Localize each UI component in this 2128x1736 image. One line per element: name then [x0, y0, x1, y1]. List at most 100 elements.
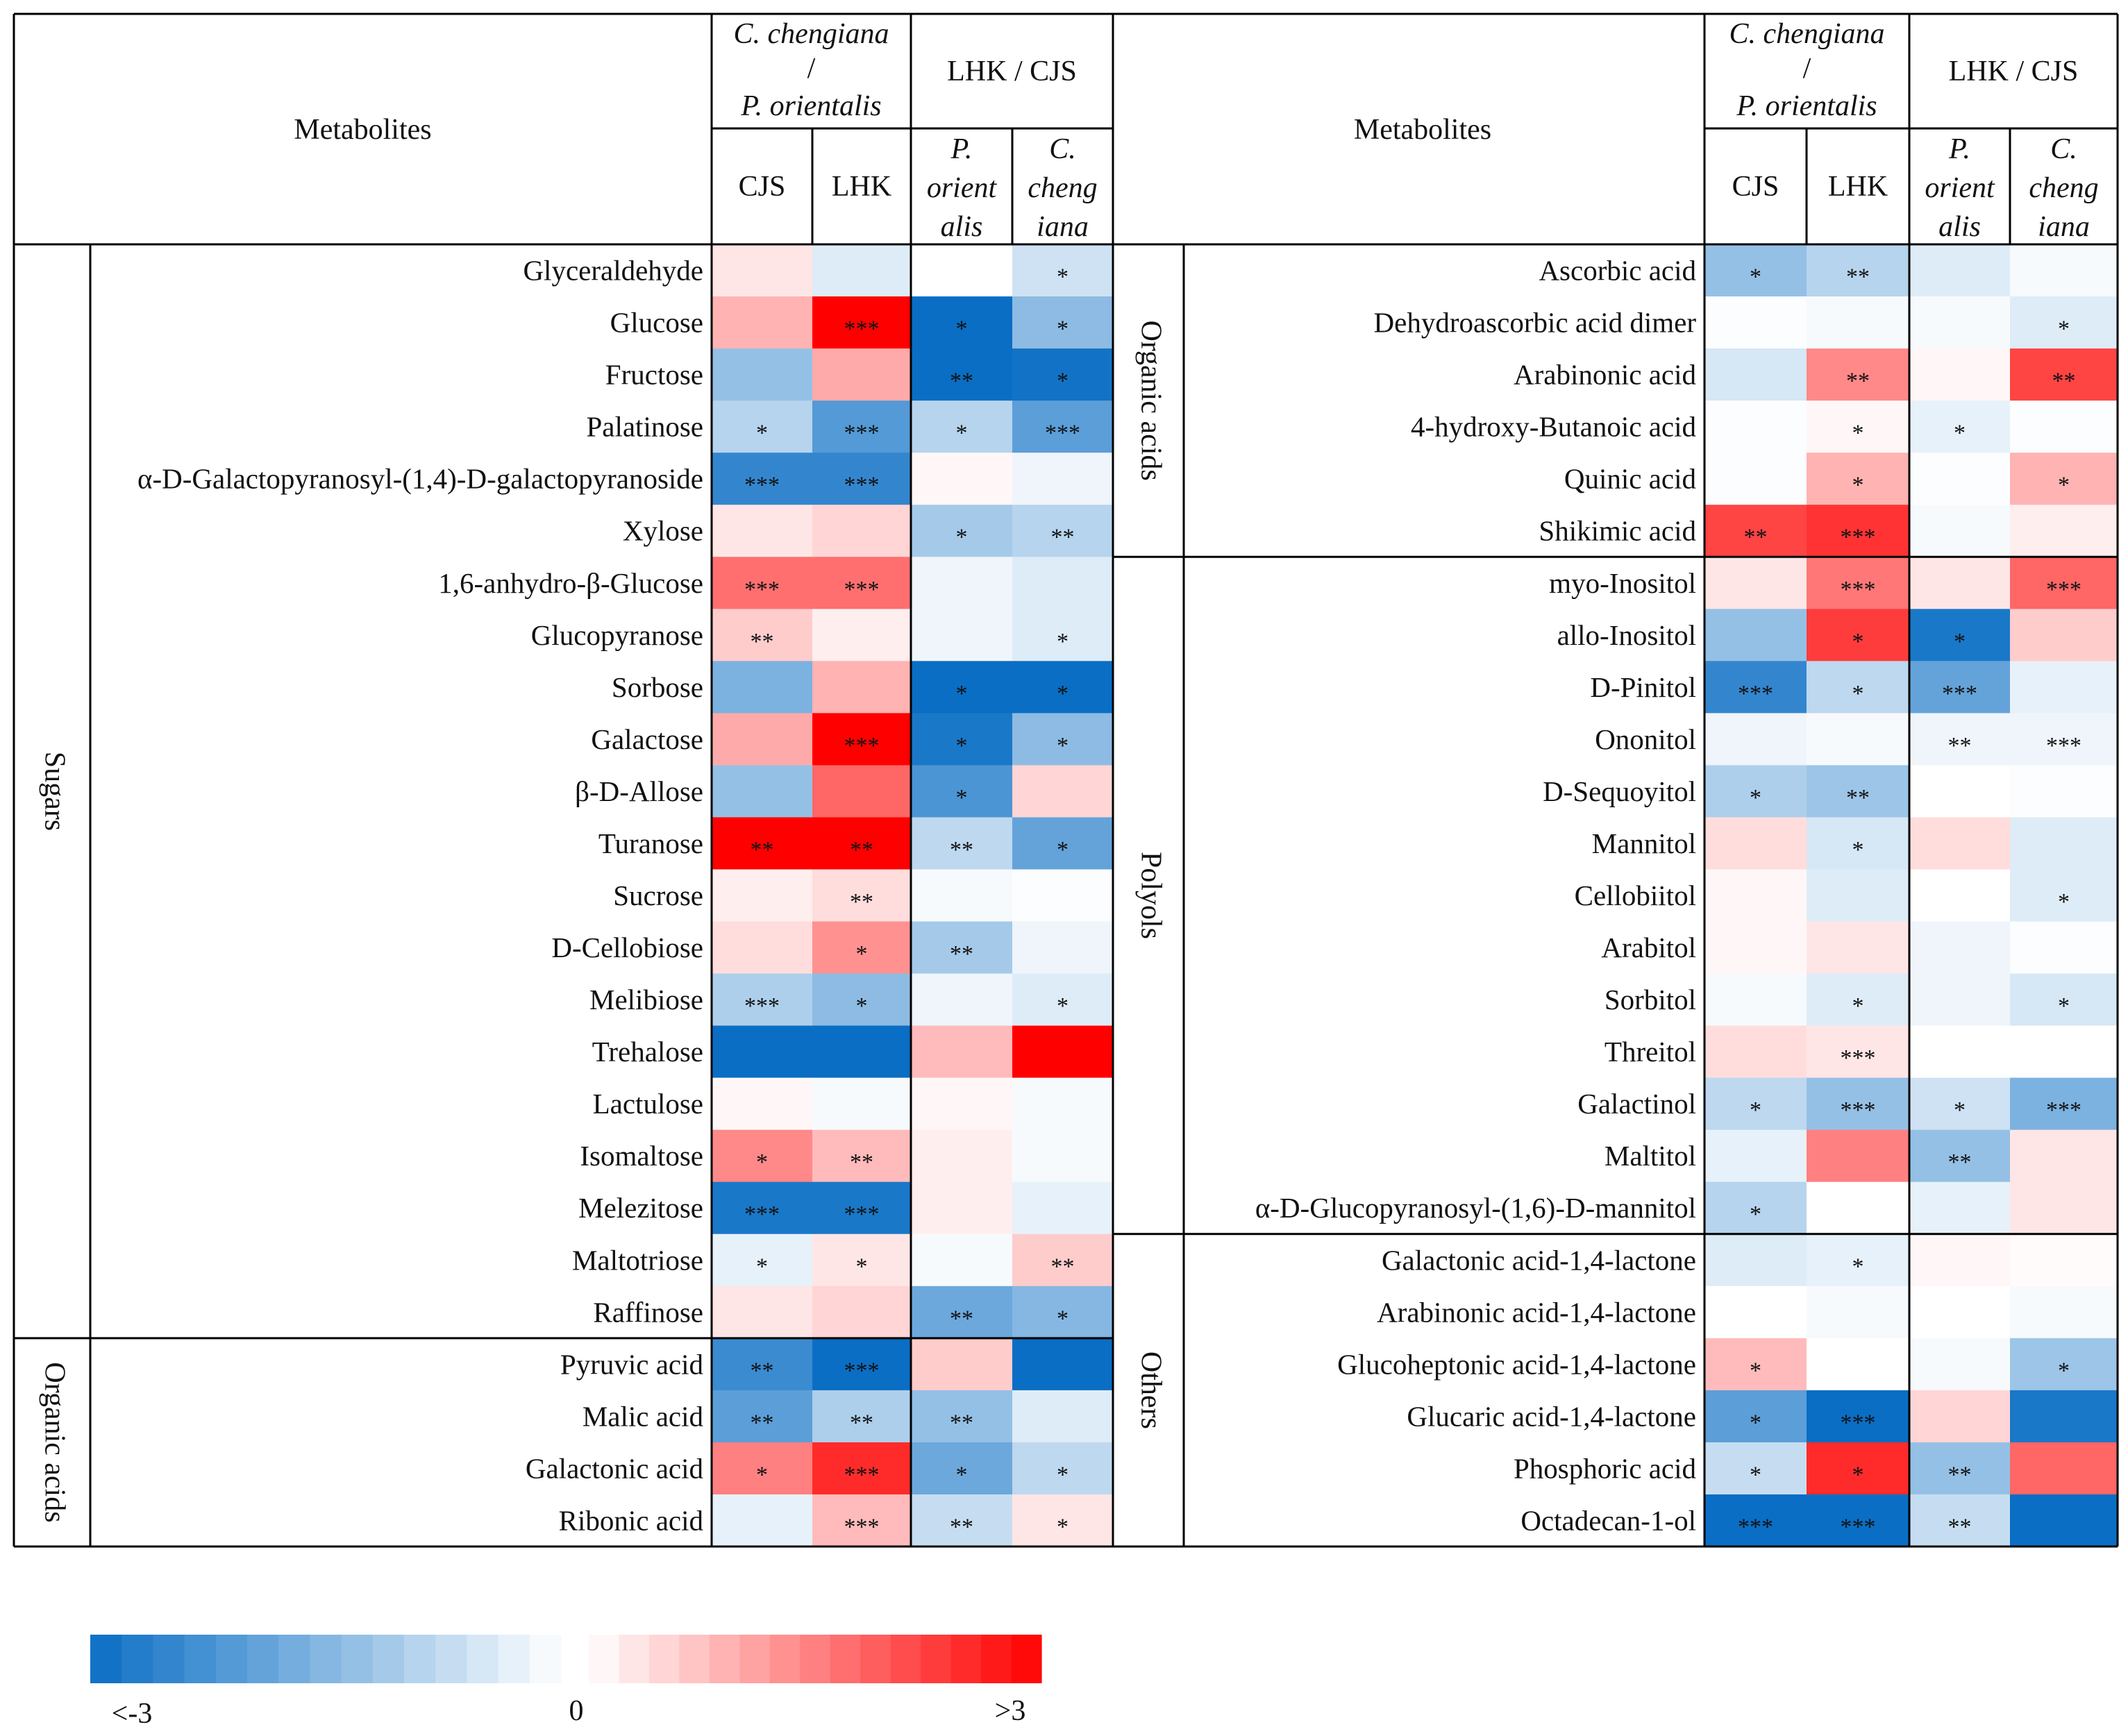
heat-cell [2010, 713, 2118, 766]
column-header-cc-line-1-right: C. [2050, 133, 2077, 165]
significance-mark: *** [844, 1202, 880, 1227]
significance-mark: * [956, 681, 968, 707]
significance-mark: * [1852, 421, 1864, 446]
heat-cell [1012, 713, 1113, 766]
heat-cell [2010, 921, 2118, 975]
metabolite-label: Quinic acid [1564, 463, 1696, 495]
legend-swatch-blue [215, 1635, 248, 1683]
heat-cell [1012, 817, 1113, 870]
legend-swatch-red [860, 1635, 891, 1683]
heat-cell [812, 505, 911, 557]
significance-mark: ** [1846, 369, 1870, 394]
significance-mark: ** [1948, 1514, 1972, 1540]
significance-mark: *** [844, 421, 880, 446]
heat-cell [1704, 453, 1807, 505]
heat-cell [1807, 973, 1909, 1027]
heat-cell [1012, 401, 1113, 453]
heat-cell [1909, 973, 2010, 1027]
metabolite-label: Palatinose [586, 411, 703, 443]
significance-mark: ** [1846, 785, 1870, 811]
heat-cell [812, 453, 911, 505]
heat-cell [911, 1233, 1012, 1287]
significance-mark: * [1057, 681, 1069, 707]
significance-mark: ** [1846, 264, 1870, 290]
metabolite-label: Malic acid [583, 1400, 703, 1432]
heat-cell [1704, 244, 1807, 297]
significance-mark: * [1750, 1462, 1761, 1488]
significance-mark: *** [1738, 681, 1773, 707]
heat-cell [911, 1494, 1012, 1547]
heat-cell [1704, 609, 1807, 661]
heat-cell [712, 453, 812, 505]
heat-cell [1012, 1338, 1113, 1391]
heat-cell [712, 1286, 812, 1339]
heat-cell [1807, 1181, 1909, 1235]
significance-mark: * [1057, 837, 1069, 863]
legend-swatch-red [769, 1635, 801, 1683]
heat-cell [1704, 505, 1807, 557]
significance-mark: ** [950, 1514, 973, 1540]
metabolite-label: Galactose [591, 723, 703, 755]
color-legend: <-3 0 >3 [90, 1635, 1042, 1730]
significance-mark: *** [744, 473, 780, 498]
heat-cell [911, 921, 1012, 975]
significance-mark: * [1954, 629, 1966, 655]
heat-cell [1012, 244, 1113, 297]
metabolite-label: Pyruvic acid [560, 1348, 703, 1380]
legend-swatch-blue [404, 1635, 436, 1683]
significance-mark: * [956, 317, 968, 342]
column-header-po-line-1-left: P. [950, 133, 973, 165]
significance-mark: * [1954, 1097, 1966, 1123]
heat-cell [712, 921, 812, 975]
significance-mark: *** [744, 1202, 780, 1227]
significance-mark: * [1057, 629, 1069, 655]
heat-cell [1704, 1025, 1807, 1079]
significance-mark: * [2058, 889, 2070, 915]
metabolite-label: Phosphoric acid [1514, 1452, 1696, 1484]
significance-mark: * [1057, 1462, 1069, 1488]
column-header-po-line-3-left: alis [941, 211, 983, 243]
significance-mark: ** [1948, 733, 1972, 759]
group1-title-slash-left: / [807, 53, 816, 85]
significance-mark: * [1057, 1514, 1069, 1540]
heat-cell [2010, 1286, 2118, 1339]
heat-cell [1012, 1233, 1113, 1287]
significance-mark: ** [850, 889, 873, 915]
heat-cell [1012, 1442, 1113, 1495]
heat-cell [1704, 1129, 1807, 1183]
category-label: Others [1134, 1351, 1166, 1429]
column-header-cjs-left: CJS [739, 171, 786, 203]
heat-cell [712, 973, 812, 1027]
heat-cell [712, 713, 812, 766]
significance-mark: *** [1045, 421, 1080, 446]
heat-cell [712, 1129, 812, 1183]
heat-cell [712, 505, 812, 557]
significance-mark: * [2058, 317, 2070, 342]
significance-mark: * [1057, 369, 1069, 394]
heat-cell [812, 1442, 911, 1495]
significance-mark: *** [2046, 1097, 2081, 1123]
metabolites-header-left: Metabolites [294, 114, 431, 146]
heat-cell [712, 1442, 812, 1495]
heat-cell [1012, 973, 1113, 1027]
significance-mark: ** [1948, 1462, 1972, 1488]
heat-cell [911, 296, 1012, 349]
heat-cell [1909, 609, 2010, 661]
heat-cell [812, 1129, 911, 1183]
heat-cell [1909, 296, 2010, 349]
heat-cell [1012, 1077, 1113, 1131]
metabolite-label: Glucopyranose [531, 619, 703, 651]
heat-cell [1704, 817, 1807, 870]
legend-swatch-blue [435, 1635, 467, 1683]
heat-cell [1012, 453, 1113, 505]
significance-mark: * [1954, 421, 1966, 446]
heat-cell [2010, 1181, 2118, 1235]
heat-cell [712, 401, 812, 453]
legend-swatch-blue [372, 1635, 405, 1683]
significance-mark: ** [1051, 1254, 1075, 1279]
metabolite-label: Galactonic acid-1,4-lactone [1382, 1244, 1696, 1276]
legend-swatch-red [1011, 1635, 1042, 1683]
heat-cell [712, 817, 812, 870]
legend-swatch-red [739, 1635, 771, 1683]
column-header-po-line-2-right: orient [1925, 172, 1995, 204]
